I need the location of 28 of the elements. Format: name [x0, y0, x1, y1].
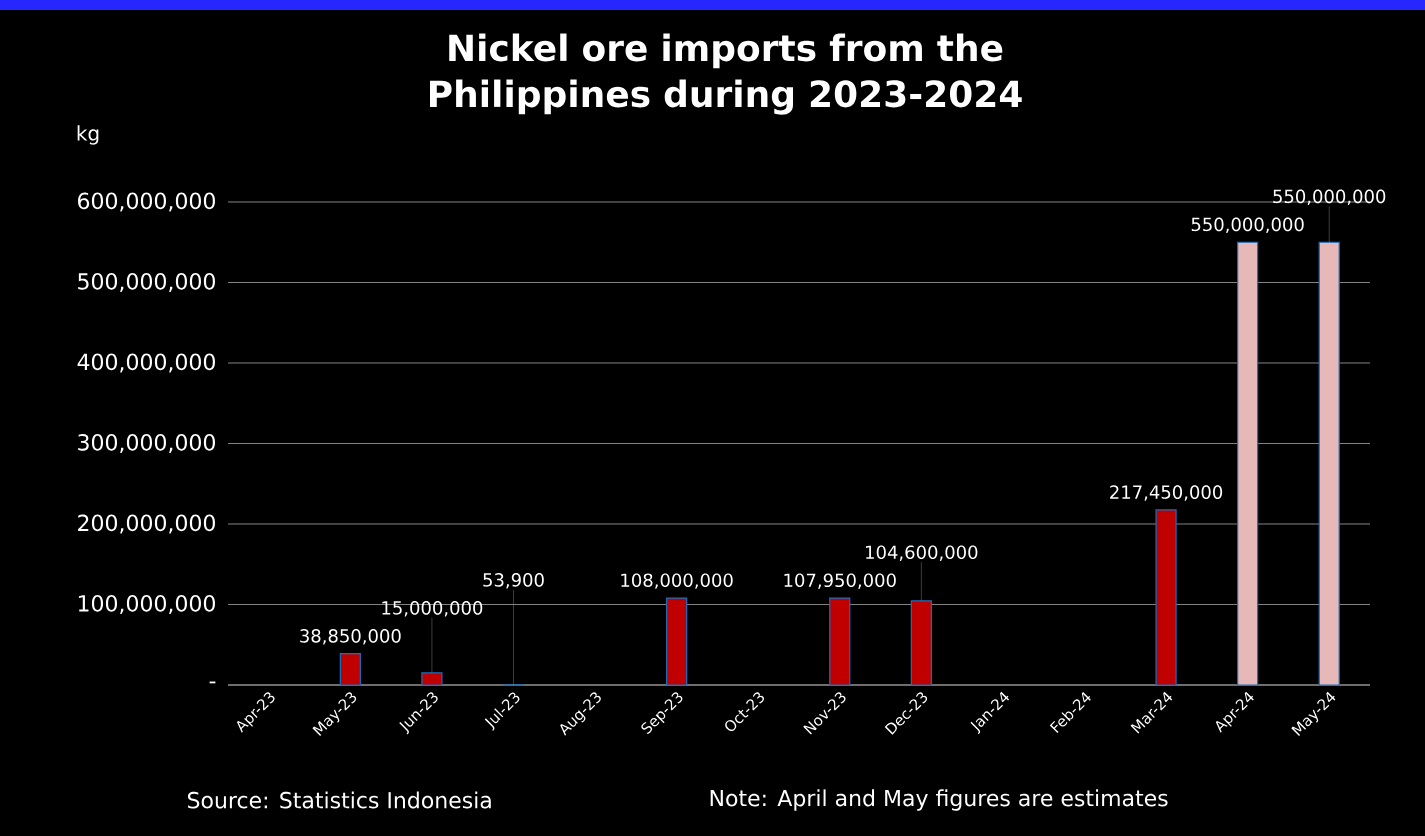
chart-title: Nickel ore imports from the Philippines during 2023-2024: [430, 33, 1022, 115]
y-tick-label: 100,000,000: [78, 595, 215, 614]
data-label: 550,000,000: [1273, 189, 1386, 206]
bar: [1237, 241, 1259, 686]
data-label: 550,000,000: [1191, 217, 1304, 234]
y-axis-title: kg: [77, 125, 99, 145]
text: Note: April and May figures are estimates: [710, 789, 1168, 811]
source-note: Source: Statistics Indonesia: [187, 791, 491, 809]
data-label: 108,000,000: [621, 573, 733, 589]
y-tick-label: 300,000,000: [78, 434, 215, 453]
data-label: 38,850,000: [300, 629, 401, 645]
data-label: 107,950,000: [784, 573, 896, 589]
bar: [1155, 509, 1177, 686]
y-tick-label: 400,000,000: [77, 353, 215, 373]
bar: [1318, 241, 1340, 686]
data-label: 217,450,000: [1110, 485, 1223, 501]
data-label: 104,600,000: [866, 545, 978, 561]
bar: [339, 653, 361, 686]
y-tick-label: 600,000,000: [78, 192, 215, 212]
bar: [829, 597, 851, 686]
bar: [910, 600, 932, 686]
bar: [666, 597, 688, 686]
bar: [421, 672, 443, 686]
y-tick-label: 500,000,000: [78, 273, 215, 292]
data-label: 15,000,000: [382, 601, 483, 617]
y-tick-label: 200,000,000: [78, 514, 215, 534]
y-tick-label: -: [209, 681, 216, 684]
data-label: 53,900: [483, 573, 544, 589]
